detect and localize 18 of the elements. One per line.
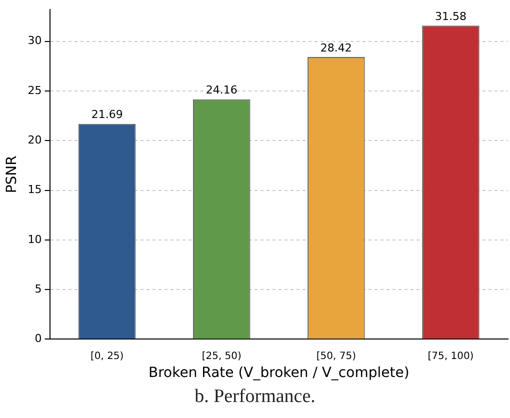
text: b. Performance. <box>194 386 316 408</box>
y-axis-title: PSNR <box>4 155 20 194</box>
x-tick-label: [75, 100) <box>428 350 474 362</box>
y-tick-label: 30 <box>28 34 42 48</box>
y-tick-label: 0 <box>34 332 42 346</box>
y-tick-label: 5 <box>34 282 42 296</box>
y-tick-label: 10 <box>28 232 42 246</box>
x-tick-label: [50, 75) <box>316 350 356 362</box>
x-tick-label: [25, 50) <box>202 350 242 362</box>
data-label: 24.16 <box>206 84 238 97</box>
data-label: 21.69 <box>91 108 123 122</box>
y-tick-label: 20 <box>28 134 42 147</box>
y-tick-label: 25 <box>28 84 42 97</box>
data-label: 31.58 <box>434 10 466 24</box>
y-tick-label: 15 <box>28 183 42 196</box>
x-tick-label: [0, 25) <box>90 350 124 362</box>
data-label: 28.42 <box>320 41 352 54</box>
x-axis-title: Broken Rate (V_broken / V_complete) <box>148 365 410 382</box>
